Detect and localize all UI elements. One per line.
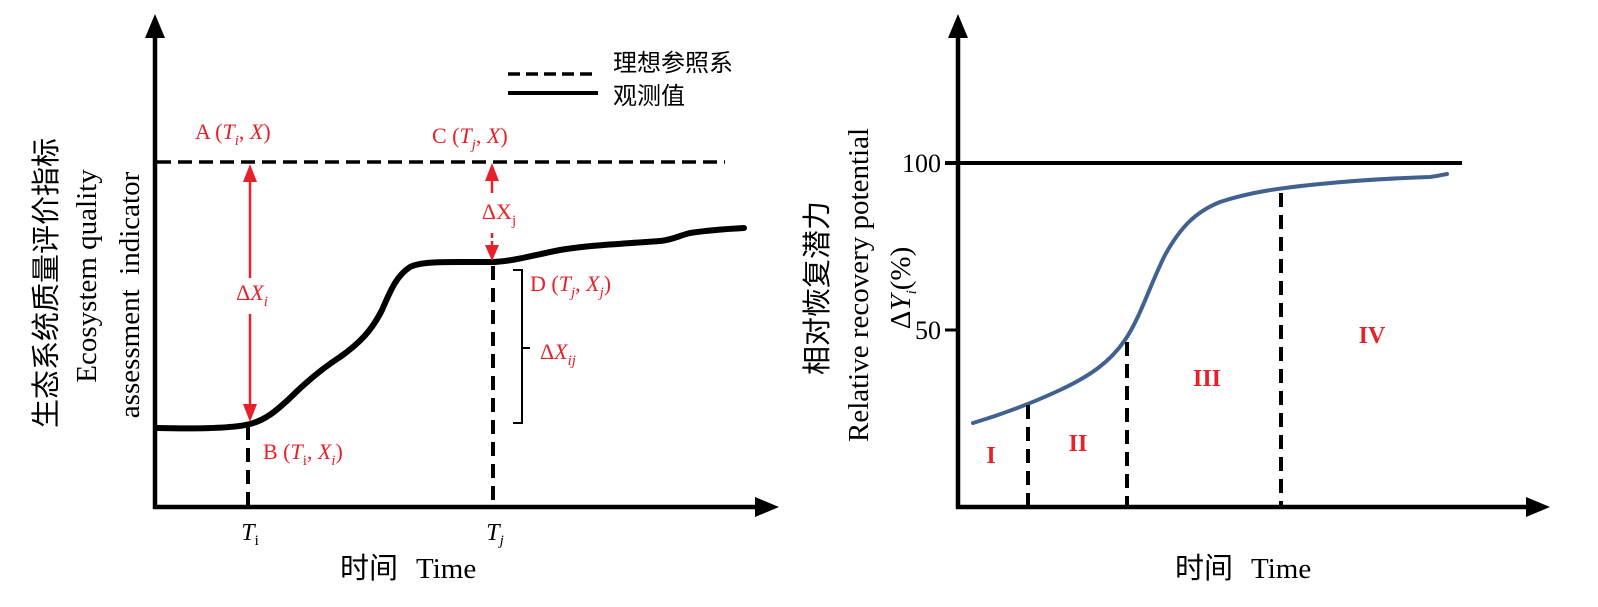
separator: , xyxy=(307,439,318,464)
point-c-prefix: C ( xyxy=(432,123,460,148)
delta-x-symbol: ΔX xyxy=(482,199,512,224)
x-axis-title-zh: 时间 xyxy=(1175,552,1233,585)
tick-ti-label: Ti xyxy=(241,520,259,549)
right-panel: 100 50 I II III IV 时间 Time 相对恢复潜力 Relativ… xyxy=(801,14,1550,585)
subscript-i: i xyxy=(235,133,239,149)
suffix: ) xyxy=(604,271,611,296)
point-c-label: C (Tj, X) xyxy=(432,123,508,153)
x-axis-title-zh: 时间 xyxy=(340,552,398,585)
delta-xij-bracket xyxy=(513,269,530,424)
var-x: X xyxy=(317,439,333,464)
legend-observed-label: 观测值 xyxy=(613,83,685,110)
stage-label-i: I xyxy=(986,443,995,469)
var-t: T xyxy=(223,119,237,144)
delta-symbol: Δ xyxy=(885,311,917,330)
separator: , xyxy=(476,123,487,148)
x-axis-title-en: Time xyxy=(1251,553,1311,585)
subscript-j: j xyxy=(569,285,575,301)
percent-unit: (%) xyxy=(885,247,917,290)
point-d-prefix: D ( xyxy=(530,271,559,296)
tick-tj-label: Tj xyxy=(486,520,504,549)
suffix: ) xyxy=(336,439,343,464)
var-t: T xyxy=(559,271,573,296)
legend-reference-label: 理想参照系 xyxy=(613,50,733,77)
delta-xij-label: ΔXij xyxy=(540,339,576,369)
point-a-prefix: A ( xyxy=(195,119,223,144)
suffix: ) xyxy=(263,119,270,144)
left-y-axis-title-en-line2: assessment indicator xyxy=(114,171,146,418)
left-x-axis-title: 时间 Time xyxy=(340,552,476,585)
subscript-i: i xyxy=(904,290,920,294)
var-x: X xyxy=(553,339,569,364)
point-b-label: B (Ti, Xi) xyxy=(263,439,343,469)
left-y-axis-arrowhead xyxy=(145,14,165,38)
observed-curve xyxy=(154,225,747,432)
x-axis-title-en: Time xyxy=(416,553,476,585)
recovery-potential-curve xyxy=(971,172,1449,425)
suffix: ) xyxy=(500,123,507,148)
right-x-axis-arrowhead xyxy=(1526,497,1550,517)
right-y-axis-title-en: Relative recovery potential xyxy=(843,128,875,442)
delta-xi-label: ΔXi xyxy=(236,280,268,310)
left-y-axis-title-en-line1: Ecosystem quality xyxy=(71,169,103,383)
subscript-j: j xyxy=(511,213,516,229)
var-x: X xyxy=(249,280,265,305)
separator: , xyxy=(239,119,250,144)
right-x-axis-title: 时间 Time xyxy=(1175,552,1311,585)
separator: , xyxy=(575,271,586,296)
subscript-i: i xyxy=(303,453,307,469)
subscript-ij: ij xyxy=(568,353,576,369)
delta-xj-label: ΔXj xyxy=(482,199,516,229)
tick-50-label: 50 xyxy=(915,316,941,345)
legend: 理想参照系 观测值 xyxy=(508,50,733,110)
point-b-prefix: B ( xyxy=(263,439,291,464)
point-a-label: A (Ti, X) xyxy=(195,119,271,149)
right-y-axis-arrowhead xyxy=(948,14,968,38)
left-y-axis-title-zh: 生态系统质量评价指标 xyxy=(30,138,63,428)
var-x: X xyxy=(486,123,502,148)
delta-symbol: Δ xyxy=(236,280,250,305)
stage-label-iii: III xyxy=(1193,366,1221,392)
tick-100-label: 100 xyxy=(902,149,941,178)
subscript-j: j xyxy=(598,285,604,301)
stage-label-iv: IV xyxy=(1359,323,1386,349)
subscript-i: i xyxy=(331,453,335,469)
delta-symbol: Δ xyxy=(540,339,554,364)
subscript-i: i xyxy=(264,294,268,310)
right-y-axis-unit: ΔYi(%) xyxy=(885,247,920,329)
var-t: T xyxy=(291,439,305,464)
subscript-j: j xyxy=(470,137,476,153)
var-x: X xyxy=(249,119,265,144)
delta-xj-arrowhead-top xyxy=(485,163,499,181)
left-panel: 理想参照系 观测值 ΔXi A (Ti, X) B (Ti, Xi) Ti ΔX… xyxy=(30,14,779,585)
delta-xj-arrowhead-bottom xyxy=(485,245,499,261)
var-t: T xyxy=(486,520,501,546)
subscript-j: j xyxy=(498,533,504,549)
var-y: Y xyxy=(885,292,917,311)
var-t: T xyxy=(241,520,256,546)
right-y-axis-title-zh: 相对恢复潜力 xyxy=(801,201,834,375)
point-d-label: D (Tj, Xj) xyxy=(530,271,611,301)
var-t: T xyxy=(460,123,474,148)
subscript-i: i xyxy=(255,533,259,549)
delta-xi-arrowhead-top xyxy=(243,164,257,182)
left-x-axis-arrowhead xyxy=(755,497,779,517)
delta-xi-arrowhead-bottom xyxy=(243,404,257,422)
var-x: X xyxy=(585,271,601,296)
stage-label-ii: II xyxy=(1069,431,1088,457)
